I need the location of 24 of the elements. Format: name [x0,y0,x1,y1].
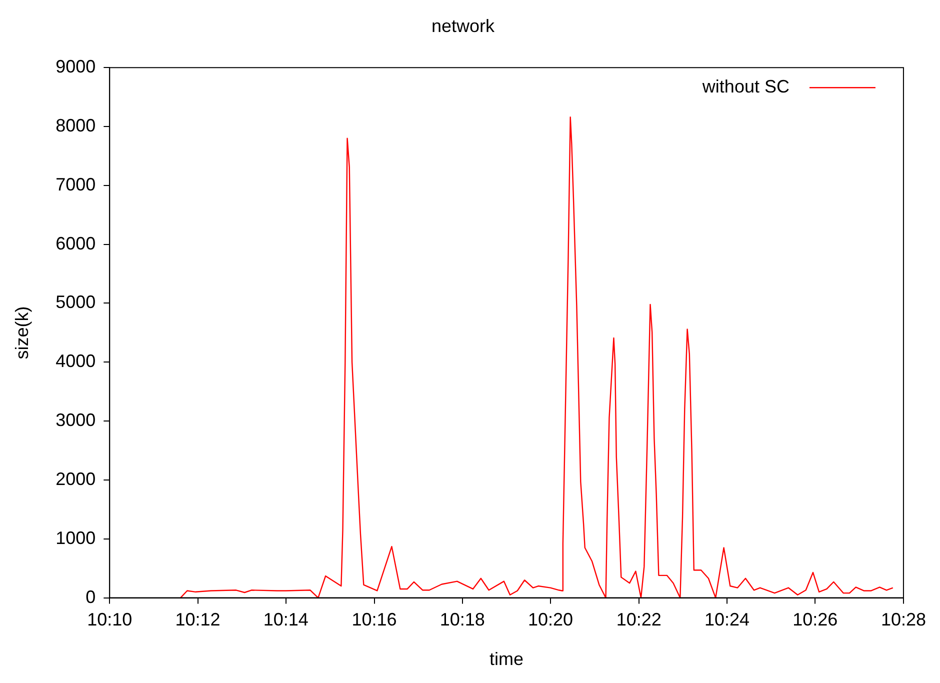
y-tick-label: 5000 [56,292,96,312]
x-tick-label: 10:16 [352,610,397,630]
y-tick-label: 3000 [56,410,96,430]
chart-title: network [431,16,496,36]
y-tick-label: 1000 [56,528,96,548]
y-tick-label: 2000 [56,468,96,489]
y-tick-label: 7000 [56,174,96,194]
x-tick-label: 10:26 [792,610,838,630]
x-tick-label: 10:18 [440,610,485,630]
y-axis-title: size(k) [12,306,32,360]
x-axis-title: time [490,649,524,670]
x-tick-label: 10:28 [880,610,926,630]
x-tick-label: 10:10 [87,610,132,630]
y-tick-label: 8000 [56,115,96,136]
y-tick-label: 0 [86,586,96,607]
x-tick-label: 10:12 [175,610,220,630]
x-tick-label: 10:22 [616,610,662,630]
x-tick-label: 10:24 [704,610,750,630]
x-tick-label: 10:20 [528,610,574,630]
legend-label: without SC [701,76,790,97]
y-tick-label: 4000 [56,351,96,372]
y-tick-label: 9000 [56,56,96,77]
x-tick-label: 10:14 [263,610,308,630]
y-tick-label: 6000 [56,233,96,254]
